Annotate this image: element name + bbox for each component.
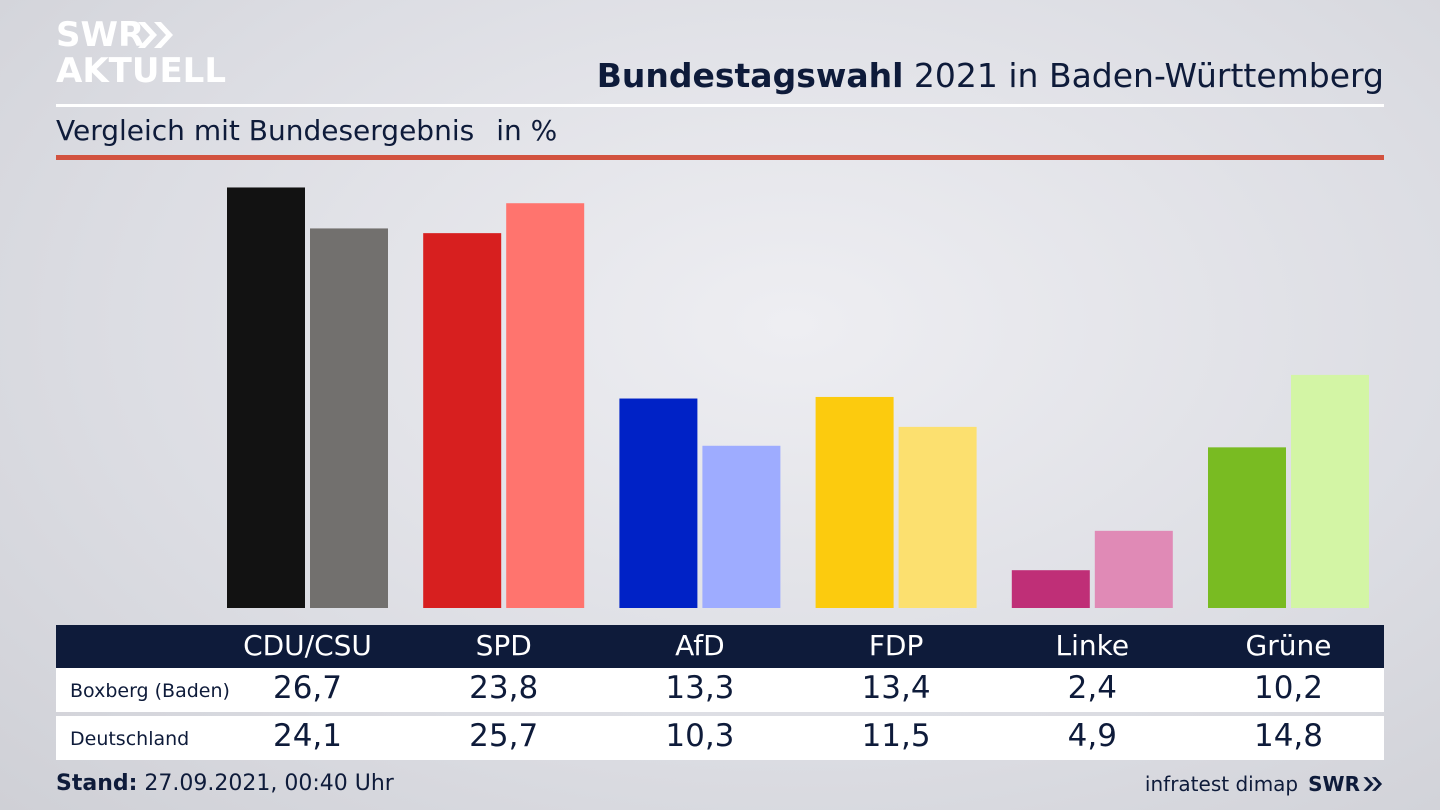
brand-arrows-icon xyxy=(1363,777,1383,791)
page-title: Bundestagswahl 2021 in Baden-Württemberg xyxy=(597,56,1384,95)
bar-boxberg xyxy=(423,233,502,608)
value-label: 2,4 xyxy=(1067,670,1117,706)
bar-deutschland xyxy=(898,426,977,608)
party-label: Grüne xyxy=(1245,629,1332,662)
value-label: 13,3 xyxy=(665,670,735,706)
value-label: 14,8 xyxy=(1253,718,1324,754)
row-label: Deutschland xyxy=(70,728,190,750)
table-header-row: CDU/CSU SPD AfD FDP Linke Grüne xyxy=(56,625,1384,668)
bar-deutschland xyxy=(1094,530,1173,608)
header-divider xyxy=(56,104,1384,107)
brand-label: SWR xyxy=(1308,772,1360,796)
bar-deutschland xyxy=(310,228,388,609)
bar-boxberg xyxy=(619,398,698,608)
title-bold: Bundestagswahl xyxy=(596,56,904,95)
unit-label: in % xyxy=(496,114,558,147)
bar-deutschland xyxy=(506,203,585,608)
logo-line-2: AKTUELL xyxy=(56,51,227,91)
swr-aktuell-logo: SWR AKTUELL xyxy=(56,14,226,94)
party-label: CDU/CSU xyxy=(243,629,372,662)
logo-arrows-icon xyxy=(138,22,173,48)
party-label: SPD xyxy=(475,629,532,662)
value-label: 11,5 xyxy=(861,718,931,754)
chart-subtitle: Vergleich mit Bundesergebnis in % xyxy=(56,114,557,147)
value-label: 26,7 xyxy=(272,670,343,706)
bar-deutschland xyxy=(1291,374,1369,608)
timestamp: Stand: 27.09.2021, 00:40 Uhr xyxy=(56,771,394,796)
title-rest: 2021 in Baden-Württemberg xyxy=(903,56,1384,95)
bar-boxberg xyxy=(1011,570,1090,608)
row-label: Boxberg (Baden) xyxy=(70,680,230,702)
stand-value: 27.09.2021, 00:40 Uhr xyxy=(137,771,394,796)
party-label: FDP xyxy=(868,629,924,662)
value-label: 4,9 xyxy=(1067,718,1117,754)
value-label: 10,3 xyxy=(665,718,735,754)
source-label: infratest dimap xyxy=(1144,772,1299,796)
subtitle-text: Vergleich mit Bundesergebnis xyxy=(56,114,475,147)
table-row: Deutschland 24,1 25,7 10,3 11,5 4,9 14,8 xyxy=(56,716,1384,760)
party-label: AfD xyxy=(675,629,725,662)
bar-boxberg xyxy=(815,396,894,608)
logo-line-1: SWR xyxy=(56,15,145,55)
value-label: 13,4 xyxy=(861,670,931,706)
table-row: Boxberg (Baden) 26,7 23,8 13,3 13,4 2,4 10,2 xyxy=(56,668,1384,712)
subtitle-divider xyxy=(56,155,1384,160)
value-label: 10,2 xyxy=(1253,670,1324,706)
value-label: 23,8 xyxy=(469,670,539,706)
bar-boxberg xyxy=(1208,447,1286,608)
value-label: 25,7 xyxy=(469,718,539,754)
bar-boxberg xyxy=(227,187,305,608)
bar-deutschland xyxy=(702,445,781,608)
bar-chart xyxy=(227,187,1369,609)
source-credit: infratest dimap SWR xyxy=(1145,772,1384,796)
party-label: Linke xyxy=(1055,629,1130,662)
stand-label: Stand: xyxy=(56,771,138,796)
value-label: 24,1 xyxy=(272,718,343,754)
